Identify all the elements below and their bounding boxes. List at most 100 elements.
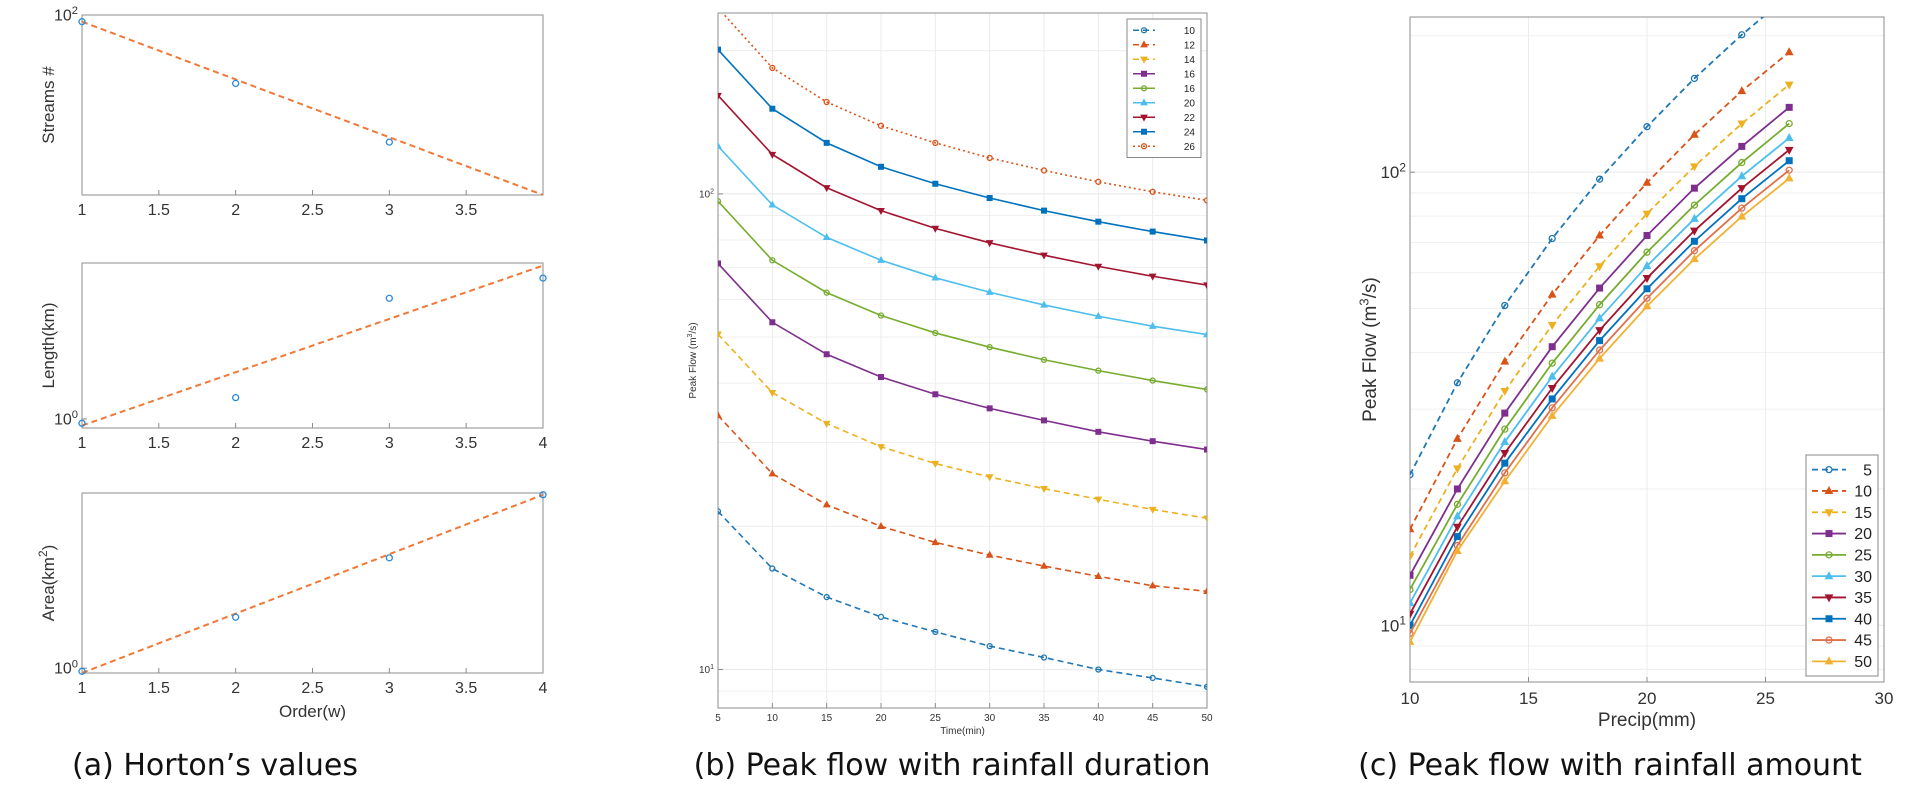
data-point [718,46,721,53]
data-point [1040,561,1048,569]
caption-a: (a) Horton’s values [72,748,358,783]
y-axis-label: Length(km) [39,303,58,389]
series-26 [721,13,1207,204]
chart-a2: 1 1.5 2 2.5 3 3.5 4 100 Length(km) [39,262,548,452]
legend-marker [1140,143,1148,150]
data-point [718,508,722,515]
data-point [822,233,831,241]
legend: 5 10 15 20 25 30 35 40 45 50 [1805,454,1879,677]
data-point [1643,231,1651,239]
x-tick-label: 40 [1093,713,1105,724]
data-point [1453,433,1462,442]
y-tick-label: 101 [699,664,714,676]
series-line [718,510,1207,688]
data-point [1501,425,1509,433]
x-tick-label: 2.5 [301,680,323,697]
data-point [1642,301,1652,310]
data-point [1595,327,1604,336]
data-point [1548,234,1556,243]
data-point [1203,586,1207,594]
data-point [1040,486,1048,494]
legend-marker [1825,465,1833,474]
y-axis-label: Streams # [39,66,58,144]
x-tick-label: 25 [1756,689,1775,708]
series-line [718,333,1207,520]
x-tick-label: 2.5 [301,435,323,452]
series-line [1410,83,1790,557]
x-tick-label: 10 [1401,689,1420,708]
series-line [718,200,1207,391]
y-axis-label: Area(km2) [36,545,58,622]
data-point [1410,636,1415,645]
data-point [1410,524,1415,533]
x-tick-label: 2 [231,435,240,452]
data-point [932,628,939,635]
chart-a3: 1 1.5 2 2.5 3 3.5 4 100 Order(w) Area(km2) [36,491,548,721]
data-point [1738,31,1746,39]
x-tick-label: 20 [875,713,887,724]
data-point [1410,629,1414,638]
data-point [1548,359,1556,367]
data-point [1690,74,1699,83]
x-tick-label: 30 [984,713,996,724]
data-point [718,92,722,100]
legend-label: 35 [1854,590,1872,607]
data-point [718,260,721,267]
data-point [985,287,994,295]
data-point [1453,465,1462,474]
data-point [769,257,776,264]
data-point [1738,204,1746,212]
data-point [1094,311,1103,319]
x-tick-label: 15 [1519,689,1538,708]
data-point [1095,218,1102,225]
legend-marker [1824,509,1834,518]
data-point [718,198,722,205]
data-point [931,273,940,281]
series-50 [1410,173,1794,645]
x-tick-label: 20 [1638,689,1657,708]
series-12 [718,411,1207,594]
series-16 [718,198,1207,393]
legend-label: 10 [1184,26,1196,37]
data-point [1643,285,1651,293]
data-point [1784,47,1794,56]
series-40 [1410,157,1793,629]
data-point [769,319,776,326]
data-point [1737,211,1747,220]
series-line [1410,17,1765,476]
data-point [1642,177,1652,186]
data-point [1094,263,1103,271]
legend-marker [1140,85,1148,92]
data-point [1690,163,1699,172]
data-point [877,122,885,129]
legend-marker [1140,56,1148,64]
data-point [768,389,777,397]
data-point [1737,185,1747,194]
data-point [986,154,993,162]
x-tick-label: 4 [539,435,548,452]
data-point [768,469,777,477]
series-20 [718,141,1207,338]
data-point [385,294,393,302]
x-tick-label: 1.5 [148,202,170,219]
legend-marker [1825,530,1833,538]
data-point [1204,237,1207,244]
data-point [1453,545,1462,554]
data-point [1148,506,1157,514]
data-point [1547,384,1557,393]
x-axis-label: Precip(mm) [1598,710,1696,731]
legend-label: 22 [1184,113,1196,124]
data-point [1040,356,1048,363]
series-line [1410,160,1790,626]
data-point [1410,610,1415,619]
data-point [1040,300,1048,308]
series-20 [1410,103,1793,579]
series-24 [718,46,1207,244]
data-point [1690,227,1699,236]
data-point [1643,123,1651,131]
legend-label: 14 [1184,55,1196,66]
data-point [1642,261,1652,270]
legend-marker [1141,128,1147,135]
series-line [718,94,1207,286]
